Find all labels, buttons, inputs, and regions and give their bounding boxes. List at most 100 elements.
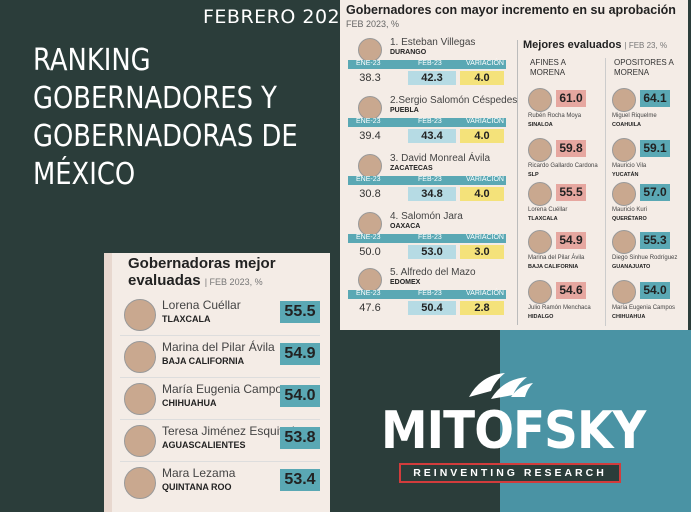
increase-row: 2.Sergio Salomón Céspedes PUEBLA ENE-23 FEB… — [348, 94, 517, 150]
governor-name: Marina del Pilar Ávila — [162, 340, 275, 354]
card-divider — [517, 40, 518, 325]
score-badge: 54.0 — [280, 385, 320, 407]
increase-card: Gobernadores con mayor incremento en su … — [340, 0, 688, 330]
portrait-icon — [124, 299, 156, 331]
score-badge: 64.1 — [640, 90, 670, 107]
portrait-icon — [528, 280, 552, 304]
portrait-icon — [612, 182, 636, 206]
headline-line: MÉXICO — [33, 157, 136, 192]
header-var: VARIACIÓN — [466, 176, 504, 183]
person-state: YUCATÁN — [612, 172, 639, 178]
opositores-item: 59.1 Mauricio Vila YUCATÁN — [610, 136, 682, 182]
person-name: Mauricio Kuri — [612, 207, 648, 213]
person-state: QUERÉTARO — [612, 216, 647, 222]
value-feb: 42.3 — [408, 71, 456, 85]
header-feb: FEB-23 — [418, 60, 442, 67]
person-state: COAHUILA — [612, 122, 642, 128]
opositores-item: 54.0 María Eugenia Campos CHIHUAHUA — [610, 278, 682, 324]
women-row: María Eugenia Campos CHIHUAHUA 54.0 — [120, 379, 330, 421]
portrait-icon — [124, 341, 156, 373]
person-name: Lorena Cuéllar — [528, 207, 568, 213]
governor-state: CHIHUAHUA — [162, 398, 217, 408]
header-ene: ENE-23 — [356, 60, 381, 67]
column-header-row: ENE-23 FEB-23 VARIACIÓN — [348, 60, 506, 69]
header-ene: ENE-23 — [356, 290, 381, 297]
governor-state: PUEBLA — [390, 107, 419, 114]
score-badge: 53.4 — [280, 469, 320, 491]
bottom-right-panel — [335, 330, 691, 512]
person-name: Diego Sinhue Rodríguez — [612, 255, 678, 261]
best-title-text: Mejores evaluados — [523, 39, 622, 51]
afines-item: 54.9 Marina del Pilar Ávila BAJA CALIFORNI… — [526, 228, 598, 274]
opositores-item: 64.1 Miguel Riquelme COAHUILA — [610, 86, 682, 132]
portrait-icon — [124, 383, 156, 415]
opositores-item: 55.3 Diego Sinhue Rodríguez GUANAJUATO — [610, 228, 682, 274]
person-state: HIDALGO — [528, 314, 554, 320]
header-ene: ENE-23 — [356, 176, 381, 183]
column-header-row: ENE-23 FEB-23 VARIACIÓN — [348, 118, 506, 127]
score-badge: 54.9 — [556, 232, 586, 249]
row-divider — [120, 461, 320, 462]
headline: RANKING GOBERNADORES Y GOBERNADORAS DE M… — [33, 42, 323, 194]
header-ene: ENE-23 — [356, 234, 381, 241]
column-header-row: ENE-23 FEB-23 VARIACIÓN — [348, 290, 506, 299]
header-ene: ENE-23 — [356, 118, 381, 125]
person-name: María Eugenia Campos — [612, 305, 676, 311]
value-ene: 39.4 — [359, 130, 381, 142]
person-name: Ricardo Gallardo Cardona — [528, 163, 598, 169]
governor-state: TLAXCALA — [162, 314, 211, 324]
header-var: VARIACIÓN — [466, 118, 504, 125]
portrait-icon — [612, 88, 636, 112]
header-var: VARIACIÓN — [466, 60, 504, 67]
value-ene: 50.0 — [359, 246, 381, 258]
women-card: Gobernadoras mejor evaluadas | FEB 2023,… — [104, 253, 330, 512]
score-badge: 54.0 — [640, 282, 670, 299]
header-var: VARIACIÓN — [466, 290, 504, 297]
governor-name: 3. David Monreal Ávila — [390, 153, 491, 164]
headline-line: GOBERNADORES Y — [33, 81, 277, 116]
score-badge: 61.0 — [556, 90, 586, 107]
governor-state: AGUASCALIENTES — [162, 440, 246, 450]
women-card-title: Gobernadoras mejor — [128, 255, 276, 272]
headline-line: GOBERNADORAS DE — [33, 119, 298, 154]
row-divider — [120, 377, 320, 378]
governor-state: DURANGO — [390, 49, 427, 56]
portrait-icon — [612, 280, 636, 304]
women-card-title-2: evaluadas | FEB 2023, % — [128, 272, 263, 289]
governor-name: 5. Alfredo del Mazo — [390, 267, 476, 278]
governor-name: María Eugenia Campos — [162, 382, 289, 396]
score-badge: 55.3 — [640, 232, 670, 249]
women-row: Lorena Cuéllar TLAXCALA 55.5 — [120, 295, 330, 337]
governor-name: Teresa Jiménez Esquivel — [162, 424, 295, 438]
header-var: VARIACIÓN — [466, 234, 504, 241]
row-divider — [120, 335, 320, 336]
column-divider — [605, 58, 606, 326]
women-row: Mara Lezama QUINTANA ROO 53.4 — [120, 463, 330, 505]
score-badge: 54.6 — [556, 282, 586, 299]
column-header-row: ENE-23 FEB-23 VARIACIÓN — [348, 234, 506, 243]
headline-line: RANKING — [33, 43, 151, 78]
increase-card-title: Gobernadores con mayor incremento en su … — [346, 3, 676, 17]
portrait-icon — [528, 138, 552, 162]
logo-mark-icon — [469, 373, 533, 399]
person-name: Marina del Pilar Ávila — [528, 255, 585, 261]
opositores-item: 57.0 Mauricio Kuri QUERÉTARO — [610, 180, 682, 226]
person-state: SLP — [528, 172, 539, 178]
governor-state: ZACATECAS — [390, 165, 433, 172]
score-badge: 59.8 — [556, 140, 586, 157]
governor-name: 4. Salomón Jara — [390, 211, 463, 222]
score-badge: 59.1 — [640, 140, 670, 157]
afines-item: 61.0 Rubén Rocha Moya SINALOA — [526, 86, 598, 132]
governor-state: QUINTANA ROO — [162, 482, 232, 492]
increase-row: 4. Salomón Jara OAXACA ENE-23 FEB-23 VARIACI… — [348, 210, 506, 266]
column-header-row: ENE-23 FEB-23 VARIACIÓN — [348, 176, 506, 185]
increase-row: 5. Alfredo del Mazo EDOMEX ENE-23 FEB-23 VAR… — [348, 266, 506, 322]
header-feb: FEB-23 — [418, 118, 442, 125]
governor-name: 2.Sergio Salomón Céspedes — [390, 95, 518, 106]
value-ene: 30.8 — [359, 188, 381, 200]
person-name: Rubén Rocha Moya — [528, 113, 582, 119]
portrait-icon — [124, 467, 156, 499]
score-badge: 55.5 — [556, 184, 586, 201]
logo-tagline: REINVENTING RESEARCH — [399, 463, 621, 483]
person-state: GUANAJUATO — [612, 264, 651, 270]
